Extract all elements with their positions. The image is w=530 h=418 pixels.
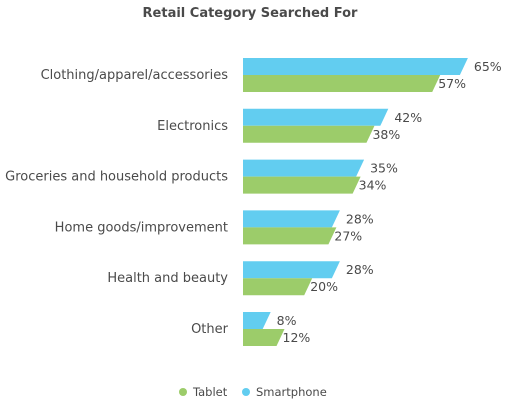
smartphone-value-clothing-apparel-accessories: 65% bbox=[474, 59, 502, 74]
smartphone-bar-other bbox=[243, 312, 271, 329]
tablet-value-groceries-and-household-products: 34% bbox=[359, 178, 387, 193]
chart-title: Retail Category Searched For bbox=[143, 6, 359, 21]
category-label-home-goods-improvement: Home goods/improvement bbox=[55, 220, 228, 235]
tablet-value-clothing-apparel-accessories: 57% bbox=[438, 76, 466, 91]
smartphone-bar-health-and-beauty bbox=[243, 261, 340, 279]
tablet-bar-clothing-apparel-accessories bbox=[243, 75, 441, 92]
smartphone-value-home-goods-improvement: 28% bbox=[346, 211, 374, 226]
category-label-groceries-and-household-products: Groceries and household products bbox=[5, 170, 228, 185]
tablet-bar-home-goods-improvement bbox=[243, 227, 337, 245]
smartphone-bar-home-goods-improvement bbox=[243, 210, 340, 228]
tablet-bar-other bbox=[243, 329, 285, 346]
smartphone-value-health-and-beauty: 28% bbox=[346, 262, 374, 277]
smartphone-bar-electronics bbox=[243, 108, 389, 126]
smartphone-value-groceries-and-household-products: 35% bbox=[370, 161, 398, 176]
legend-label-tablet: Tablet bbox=[192, 385, 228, 399]
tablet-bar-electronics bbox=[243, 125, 375, 143]
smartphone-value-electronics: 42% bbox=[394, 110, 422, 125]
tablet-value-home-goods-improvement: 27% bbox=[334, 228, 362, 243]
tablet-value-electronics: 38% bbox=[372, 127, 400, 142]
legend-dot-tablet bbox=[179, 388, 187, 396]
tablet-bar-health-and-beauty bbox=[243, 278, 313, 296]
category-label-health-and-beauty: Health and beauty bbox=[107, 271, 228, 286]
bars-layer: Clothing/apparel/accessories 65% 57% Electr… bbox=[5, 58, 502, 346]
smartphone-value-other: 8% bbox=[277, 313, 297, 328]
legend-dot-smartphone bbox=[242, 388, 250, 396]
category-label-other: Other bbox=[191, 322, 229, 337]
category-label-electronics: Electronics bbox=[157, 119, 228, 134]
category-label-clothing-apparel-accessories: Clothing/apparel/accessories bbox=[41, 68, 229, 83]
smartphone-bar-groceries-and-household-products bbox=[243, 159, 365, 177]
legend-label-smartphone: Smartphone bbox=[256, 385, 327, 399]
tablet-value-health-and-beauty: 20% bbox=[310, 279, 338, 294]
legend: Tablet Smartphone bbox=[179, 385, 327, 399]
tablet-value-other: 12% bbox=[283, 330, 311, 345]
tablet-bar-groceries-and-household-products bbox=[243, 176, 361, 194]
smartphone-bar-clothing-apparel-accessories bbox=[243, 58, 468, 75]
